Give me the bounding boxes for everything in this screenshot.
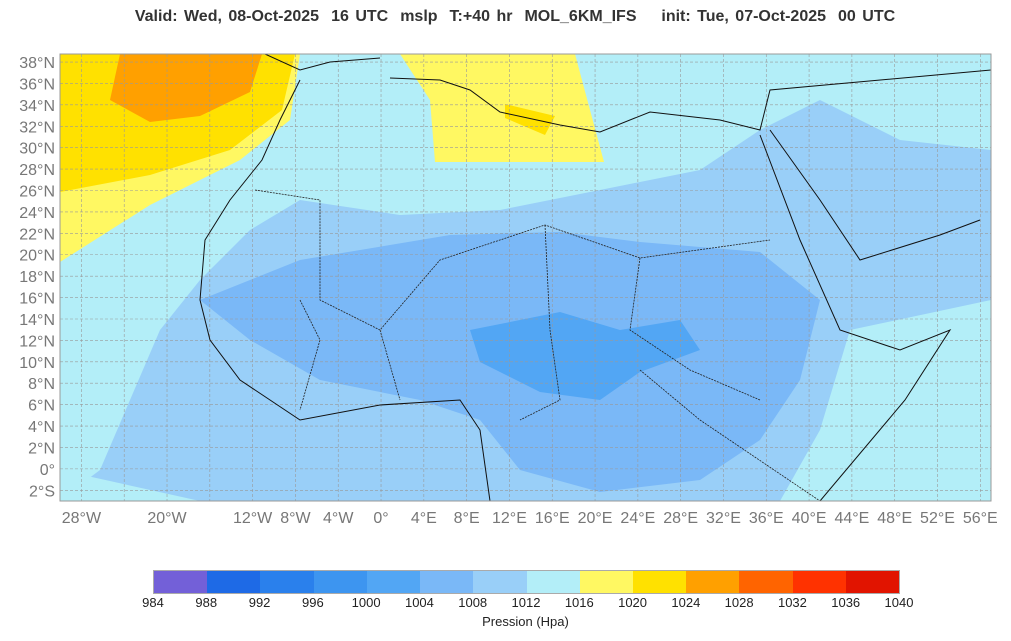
band-1000: [470, 312, 700, 400]
lat-tick-label: 4°N: [28, 419, 55, 436]
colorbar-level-label: 1004: [404, 595, 434, 610]
lon-tick-label: 40°E: [792, 510, 827, 527]
lon-tick-label: 44°E: [834, 510, 869, 527]
lon-tick-label: 20°W: [147, 510, 187, 527]
colorbar-level-label: 1040: [884, 595, 914, 610]
map-title: Valid: Wed, 08-Oct-2025 16 UTC mslp T:+40 h…: [0, 8, 1011, 26]
map-frame: [59, 53, 992, 502]
lon-tick-label: 4°W: [323, 510, 354, 527]
lat-tick-label: 38°N: [19, 55, 55, 72]
colorbar-swatch: [154, 571, 208, 593]
lat-tick-label: 26°N: [19, 184, 55, 201]
colorbar-swatch: [207, 571, 261, 593]
band-1012-southwest: [60, 470, 200, 501]
colorbar-level-label: 1024: [671, 595, 701, 610]
lat-tick-label: 10°N: [19, 355, 55, 372]
lat-tick-label: 30°N: [19, 141, 55, 158]
colorbar-level-label: 1028: [724, 595, 754, 610]
lead-time: T:+40 hr: [449, 8, 513, 25]
band-1016-libya: [400, 54, 604, 162]
lon-tick-label: 4°E: [411, 510, 437, 527]
lat-tick-label: 16°N: [19, 291, 55, 308]
band-1020-libya: [505, 104, 555, 135]
lat-tick-label: 14°N: [19, 312, 55, 329]
lat-tick-label: 8°N: [28, 376, 55, 393]
colorbar-swatch: [526, 571, 580, 593]
model-name: MOL_6KM_IFS: [524, 8, 637, 25]
colorbar-swatch: [260, 571, 314, 593]
coastline: [199, 54, 991, 501]
lat-tick-label: 24°N: [19, 205, 55, 222]
lat-tick-label: 18°N: [19, 269, 55, 286]
lon-tick-label: 16°E: [535, 510, 570, 527]
colorbar-level-label: 992: [248, 595, 271, 610]
colorbar-level-label: 988: [195, 595, 218, 610]
colorbar-swatch: [579, 571, 633, 593]
lat-tick-label: 12°N: [19, 333, 55, 350]
init-time: init: Tue, 07-Oct-2025: [661, 8, 827, 25]
colorbar-swatch: [686, 571, 740, 593]
colorbar-swatch: [473, 571, 527, 593]
colorbar-title: Pression (Hpa): [482, 614, 569, 629]
band-1012-southeast: [780, 300, 991, 501]
pressure-map: 38°N 36°N 34°N 32°N 30°N 28°N 26°N 24°N 22°N 20°N…: [19, 53, 998, 527]
lon-tick-label: 24°E: [620, 510, 655, 527]
lat-tick-label: 6°N: [28, 398, 55, 415]
lat-tick-label: 0°: [40, 462, 55, 479]
lon-tick-label: 12°W: [233, 510, 273, 527]
valid-hour: 16 UTC: [331, 8, 389, 25]
graticule: [60, 54, 991, 501]
colorbar-level-label: 1016: [564, 595, 594, 610]
colorbar: [153, 570, 900, 594]
lon-tick-label: 0°: [373, 510, 388, 527]
lon-tick-label: 8°W: [280, 510, 311, 527]
lon-tick-label: 20°E: [578, 510, 613, 527]
lon-tick-label: 12°E: [492, 510, 527, 527]
field-name: mslp: [400, 8, 438, 25]
colorbar-level-label: 1012: [511, 595, 541, 610]
colorbar-level-label: 984: [142, 595, 164, 610]
lat-tick-label: 2°N: [28, 440, 55, 457]
lon-tick-label: 52°E: [920, 510, 955, 527]
colorbar-level-label: 1020: [618, 595, 648, 610]
lon-tick-label: 48°E: [877, 510, 912, 527]
pressure-field: [60, 54, 991, 501]
colorbar-swatch: [313, 571, 367, 593]
lon-tick-label: 28°E: [663, 510, 698, 527]
colorbar-swatch: [420, 571, 474, 593]
init-hour: 00 UTC: [838, 8, 896, 25]
lon-tick-label: 36°E: [749, 510, 784, 527]
colorbar-level-label: 1008: [458, 595, 488, 610]
lat-tick-label: 36°N: [19, 76, 55, 93]
band-1012-north: [60, 54, 991, 500]
lat-tick-label: 22°N: [19, 226, 55, 243]
lon-tick-label: 32°E: [706, 510, 741, 527]
colorbar-swatch: [366, 571, 421, 593]
lat-tick-label: 2°S: [29, 483, 55, 500]
colorbar-swatch: [739, 571, 793, 593]
colorbar-swatch: [845, 571, 900, 593]
lat-tick-label: 32°N: [19, 119, 55, 136]
lat-tick-label: 34°N: [19, 98, 55, 115]
valid-time: Valid: Wed, 08-Oct-2025: [134, 8, 320, 25]
colorbar-swatch: [792, 571, 846, 593]
lon-tick-label: 8°E: [454, 510, 480, 527]
borders: [254, 189, 821, 501]
lon-tick-label: 28°W: [62, 510, 102, 527]
colorbar-level-label: 1032: [777, 595, 807, 610]
lon-tick-label: 56°E: [963, 510, 998, 527]
colorbar-level-label: 996: [301, 595, 324, 610]
colorbar-level-label: 1036: [831, 595, 861, 610]
colorbar-swatch: [632, 571, 687, 593]
colorbar-level-label: 1000: [351, 595, 381, 610]
lon-axis: 28°W 20°W 12°W 8°W 4°W 0° 4°E 8°E 12°E 16°E 20°E 24…: [62, 510, 998, 527]
lat-axis: 38°N 36°N 34°N 32°N 30°N 28°N 26°N 24°N 22°N 20°N…: [19, 55, 55, 500]
lat-tick-label: 20°N: [19, 248, 55, 265]
lat-tick-label: 28°N: [19, 162, 55, 179]
